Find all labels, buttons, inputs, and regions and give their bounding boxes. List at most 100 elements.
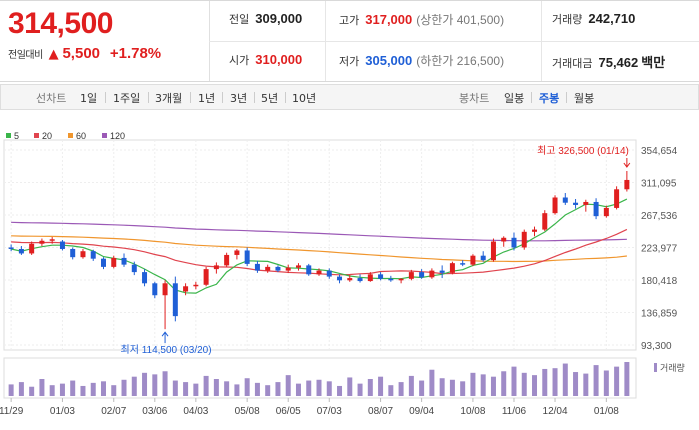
candle-body [419, 272, 425, 278]
candle-body [573, 202, 579, 205]
tab-period-1y[interactable]: 1년 [198, 92, 216, 105]
volume-plot-frame [3, 357, 637, 399]
y-tick-label: 354,654 [641, 146, 678, 157]
candle-body [449, 263, 455, 273]
legend-label-60: 60 [76, 131, 86, 141]
x-tick-label: 11/29 [0, 406, 24, 417]
tab-period-3m[interactable]: 3개월 [155, 92, 183, 105]
volume-bar [183, 382, 189, 396]
y-tick-label: 223,977 [641, 244, 678, 255]
volume-bars: 거래량 [8, 362, 685, 396]
candle-body [213, 265, 219, 270]
x-tick-label: 12/04 [543, 406, 568, 417]
legend-label-5: 5 [14, 131, 19, 141]
moving-averages [10, 198, 628, 294]
candle-body [100, 258, 106, 267]
price-axis: 354,654 311,095 267,536 223,977 180,418 136,8… [641, 146, 678, 352]
candle-body [183, 286, 189, 292]
tab-period-5y[interactable]: 5년 [261, 92, 279, 105]
candle-body [121, 257, 127, 265]
tab-period-1w[interactable]: 1주일 [113, 92, 141, 105]
stat-open: 시가 310,000 [229, 52, 303, 67]
candle-body [111, 257, 117, 267]
candle-body [234, 250, 240, 255]
volume-bar [460, 381, 466, 396]
volume-bar [521, 372, 527, 396]
x-tick-label: 05/08 [235, 406, 260, 417]
volume-bar [408, 375, 414, 396]
line-chart-label: 선차트 [36, 92, 67, 105]
candle-body [378, 274, 384, 279]
quote-header: 314,500 전일대비 ▲ 5,500 +1.78% 전일 309,000 고가… [0, 0, 699, 82]
price-plot-frame [3, 139, 637, 351]
volume-bar [70, 380, 76, 396]
stat-prev-close: 전일 309,000 [229, 11, 303, 26]
x-tick-label: 10/08 [460, 406, 485, 417]
candle-body [244, 250, 250, 264]
volume-bar [234, 384, 240, 396]
tab-monthly[interactable]: 월봉 [574, 92, 595, 105]
candle-body [254, 263, 260, 271]
tab-period-10y[interactable]: 10년 [292, 92, 317, 105]
candle-body [285, 267, 291, 271]
volume-bar [388, 385, 394, 396]
candle-body [593, 201, 599, 217]
candle-body [398, 278, 404, 281]
candle-body [152, 283, 158, 296]
candle-body [460, 263, 466, 265]
volume-bar [49, 385, 55, 396]
volume-bar [439, 378, 445, 396]
weekly-candle-chart[interactable]: 5 20 60 120 354,654 311,095 267,536 223,977 180… [0, 120, 699, 430]
min-price-label: 최저 114,500 (03/20) [121, 344, 212, 356]
volume-bar [603, 370, 609, 396]
candle-chart-label: 봉차트 [459, 92, 490, 105]
candle-body [275, 266, 281, 271]
candle-body [562, 197, 568, 203]
volume-bar [593, 365, 599, 396]
tab-period-1d[interactable]: 1일 [80, 92, 98, 105]
volume-bar [357, 383, 363, 396]
y-tick-label: 136,859 [641, 309, 678, 320]
stat-amount: 거래대금 75,462 백만 [552, 55, 666, 70]
candle-body [357, 278, 363, 282]
candle-body [326, 270, 332, 277]
annotations: 최고 326,500 (01/14) 최저 114,500 (03/20) [121, 145, 631, 356]
candle-body [439, 270, 445, 273]
x-tick-label: 04/03 [183, 406, 208, 417]
stat-volume: 거래량 242,710 [552, 11, 636, 26]
stats-divider [209, 41, 699, 42]
change-row: 전일대비 ▲ 5,500 +1.78% [8, 45, 161, 62]
candle-body [367, 274, 373, 282]
volume-bar [306, 380, 312, 396]
volume-bar [337, 385, 343, 396]
x-tick-label: 02/07 [101, 406, 126, 417]
y-tick-label: 180,418 [641, 276, 678, 287]
tab-period-3y[interactable]: 3년 [230, 92, 248, 105]
tab-daily[interactable]: 일봉 [504, 92, 525, 105]
volume-bar [490, 376, 496, 396]
volume-bar [573, 372, 579, 396]
tab-weekly[interactable]: 주봉 [539, 92, 560, 105]
x-tick-label: 07/03 [317, 406, 342, 417]
candle-body [347, 278, 353, 281]
volume-bar [142, 372, 148, 396]
candle-body [295, 265, 301, 268]
volume-label: 거래량 [660, 362, 685, 373]
volume-legend-swatch [654, 363, 657, 372]
candle-body [521, 231, 527, 248]
volume-bar [367, 379, 373, 396]
volume-bar [480, 374, 486, 396]
candle-body [29, 243, 35, 254]
volume-bar [59, 383, 65, 396]
legend-swatch-120 [102, 133, 107, 138]
candle-body [59, 241, 65, 249]
candle-body [70, 248, 76, 258]
volume-bar [203, 375, 209, 396]
max-price-label: 최고 326,500 (01/14) [537, 145, 629, 157]
volume-bar [624, 362, 630, 396]
candle-body [193, 284, 199, 287]
min-arrow-icon [161, 331, 169, 344]
candle-body [224, 254, 230, 266]
candle-body [80, 251, 86, 258]
volume-bar [152, 374, 158, 396]
